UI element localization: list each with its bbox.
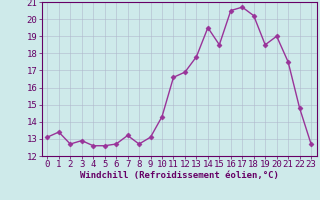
X-axis label: Windchill (Refroidissement éolien,°C): Windchill (Refroidissement éolien,°C)	[80, 171, 279, 180]
